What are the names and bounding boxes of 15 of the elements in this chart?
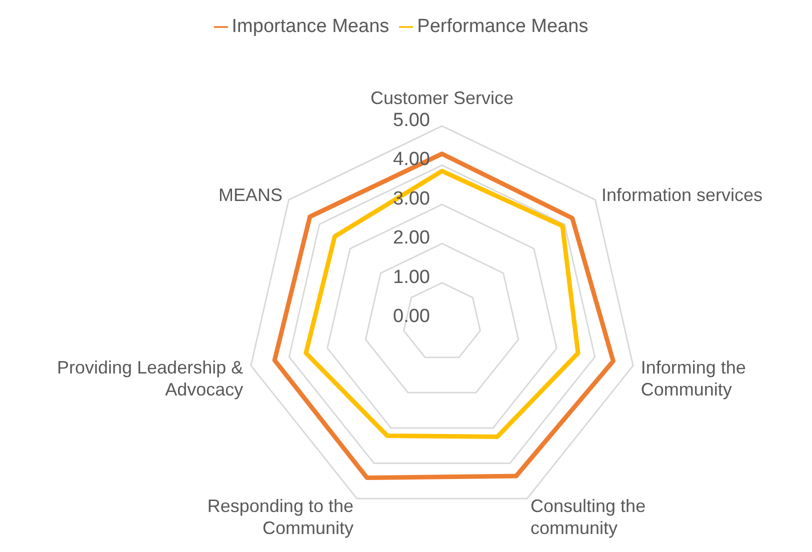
y-tick-label: 2.00 <box>393 228 430 249</box>
spoke-label: Informing the Community <box>640 357 746 400</box>
spoke-label: Responding to the Community <box>207 496 354 538</box>
legend-label: Performance Means <box>417 16 588 37</box>
legend-label: Importance Means <box>232 16 390 37</box>
spoke-label: Information services <box>601 184 763 205</box>
y-tick-label: 4.00 <box>393 149 430 170</box>
spoke-label: MEANS <box>218 184 283 205</box>
spoke-label: Consulting the community <box>530 496 646 538</box>
spoke-label: Customer Service <box>370 88 514 108</box>
y-tick-label: 1.00 <box>393 266 430 288</box>
y-tick-label: 0.00 <box>393 306 430 327</box>
spoke-label: Providing Leadership & Advocacy <box>56 357 244 400</box>
y-tick-label: 3.00 <box>393 188 430 210</box>
y-tick-label: 5.00 <box>393 110 430 131</box>
